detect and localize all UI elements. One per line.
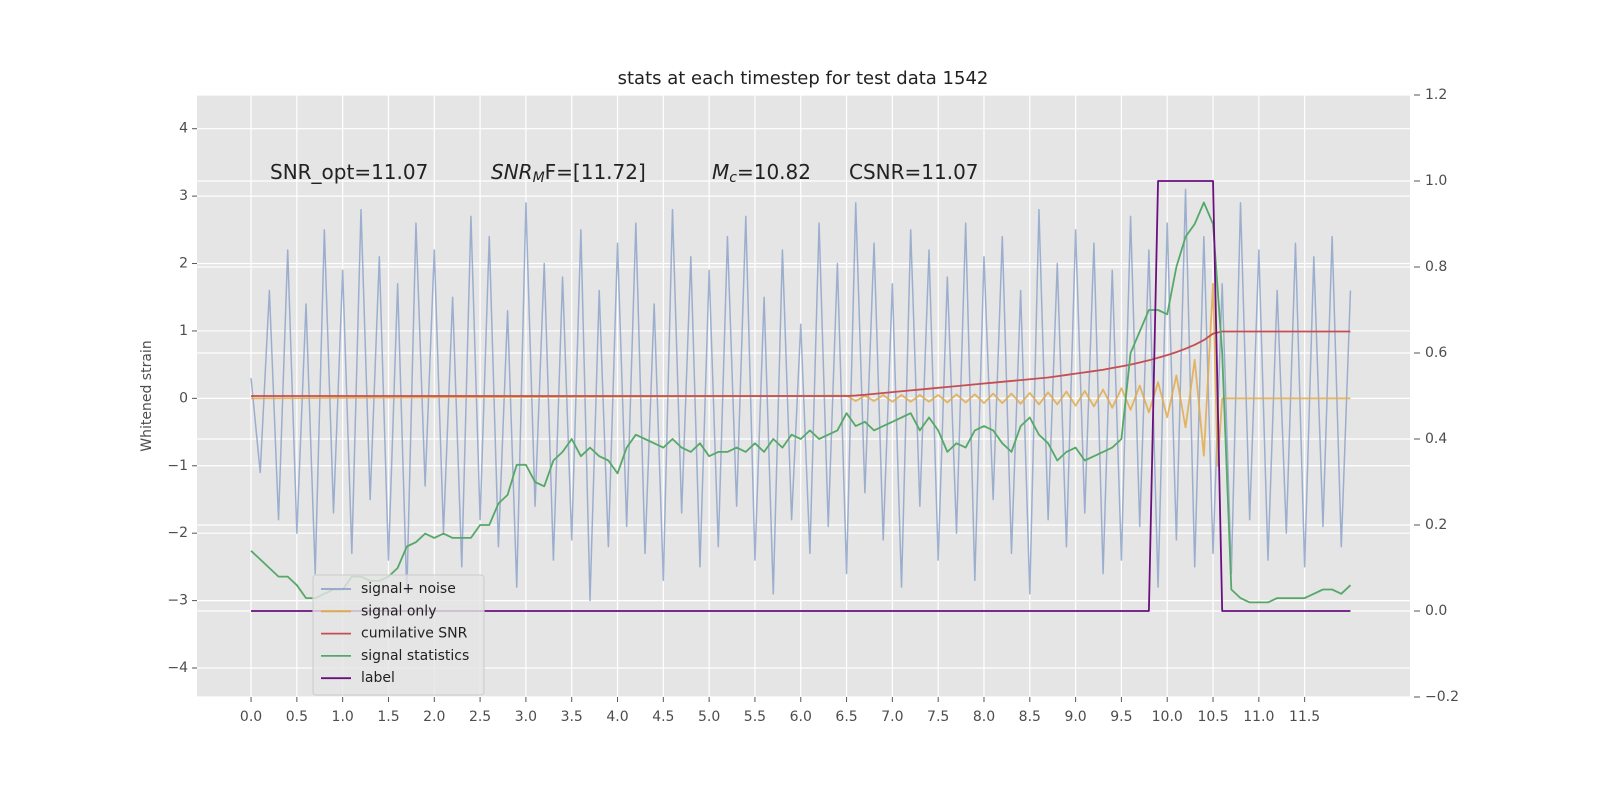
annotation-part: c — [729, 170, 737, 186]
x-tick-label: 9.5 — [1110, 709, 1132, 725]
annotation: Mc=10.82 — [712, 160, 811, 187]
series-line — [251, 282, 1351, 467]
x-tick-label: 8.5 — [1019, 709, 1041, 725]
y2-tick-label: 1.0 — [1425, 173, 1447, 189]
y-tick-label: 4 — [179, 121, 188, 137]
x-tick-label: 0.0 — [240, 709, 262, 725]
annotation-part: M — [712, 160, 729, 184]
legend-label: label — [361, 670, 395, 686]
annotation: SNRMF=[11.72] — [491, 160, 646, 187]
x-tick-label: 3.5 — [561, 709, 583, 725]
legend-box — [312, 574, 485, 696]
y-tick-label: 2 — [179, 256, 188, 272]
y2-tick-label: 1.2 — [1425, 87, 1447, 103]
legend-label: signal only — [361, 603, 436, 619]
x-tick-label: 9.0 — [1064, 709, 1086, 725]
x-tick-label: 4.5 — [652, 709, 674, 725]
annotation-part: F=[11.72] — [545, 160, 646, 184]
x-tick-label: 4.0 — [606, 709, 628, 725]
x-tick-label: 0.5 — [286, 709, 308, 725]
y-tick-label: −1 — [167, 458, 188, 474]
y2-tick-label: 0.2 — [1425, 517, 1447, 533]
legend-label: signal+ noise — [361, 581, 456, 597]
x-tick-label: 10.5 — [1197, 709, 1228, 725]
annotation-part: SNR_opt=11.07 — [270, 160, 428, 184]
y2-tick-label: 0.0 — [1425, 603, 1447, 619]
y-tick-label: 0 — [179, 390, 188, 406]
x-tick-label: 6.0 — [790, 709, 812, 725]
y2-tick-label: −0.2 — [1425, 689, 1459, 705]
y2-tick-label: 0.4 — [1425, 431, 1447, 447]
x-tick-label: 6.5 — [835, 709, 857, 725]
x-tick-label: 5.5 — [744, 709, 766, 725]
y-axis-label: Whitened strain — [139, 340, 155, 451]
y-tick-label: −4 — [167, 660, 188, 676]
x-tick-label: 7.5 — [927, 709, 949, 725]
annotation: SNR_opt=11.07 — [270, 160, 428, 184]
chart-title: stats at each timestep for test data 154… — [618, 68, 989, 89]
x-tick-label: 11.0 — [1243, 709, 1274, 725]
x-tick-label: 2.5 — [469, 709, 491, 725]
series-line — [250, 201, 1352, 604]
x-tick-label: 1.5 — [377, 709, 399, 725]
legend-label: cumilative SNR — [361, 626, 468, 642]
x-tick-label: 10.0 — [1152, 709, 1183, 725]
x-tick-label: 2.0 — [423, 709, 445, 725]
y-tick-label: −3 — [167, 593, 188, 609]
annotation-part: SNR — [491, 160, 533, 184]
annotation-part: =10.82 — [737, 160, 811, 184]
annotation: CSNR=11.07 — [849, 160, 979, 184]
y-tick-label: −2 — [167, 525, 188, 541]
annotation-part: CSNR=11.07 — [849, 160, 979, 184]
series-line — [251, 330, 1351, 397]
x-tick-label: 3.0 — [515, 709, 537, 725]
x-tick-label: 5.0 — [698, 709, 720, 725]
x-tick-label: 11.5 — [1289, 709, 1320, 725]
annotation-part: M — [533, 170, 545, 186]
y2-tick-label: 0.6 — [1425, 345, 1447, 361]
x-tick-label: 8.0 — [973, 709, 995, 725]
y-tick-label: 1 — [179, 323, 188, 339]
x-tick-label: 1.0 — [332, 709, 354, 725]
x-tick-label: 7.0 — [881, 709, 903, 725]
legend-label: signal statistics — [361, 648, 469, 664]
y2-tick-label: 0.8 — [1425, 259, 1447, 275]
y-tick-label: 3 — [179, 188, 188, 204]
series-line — [250, 188, 1352, 602]
